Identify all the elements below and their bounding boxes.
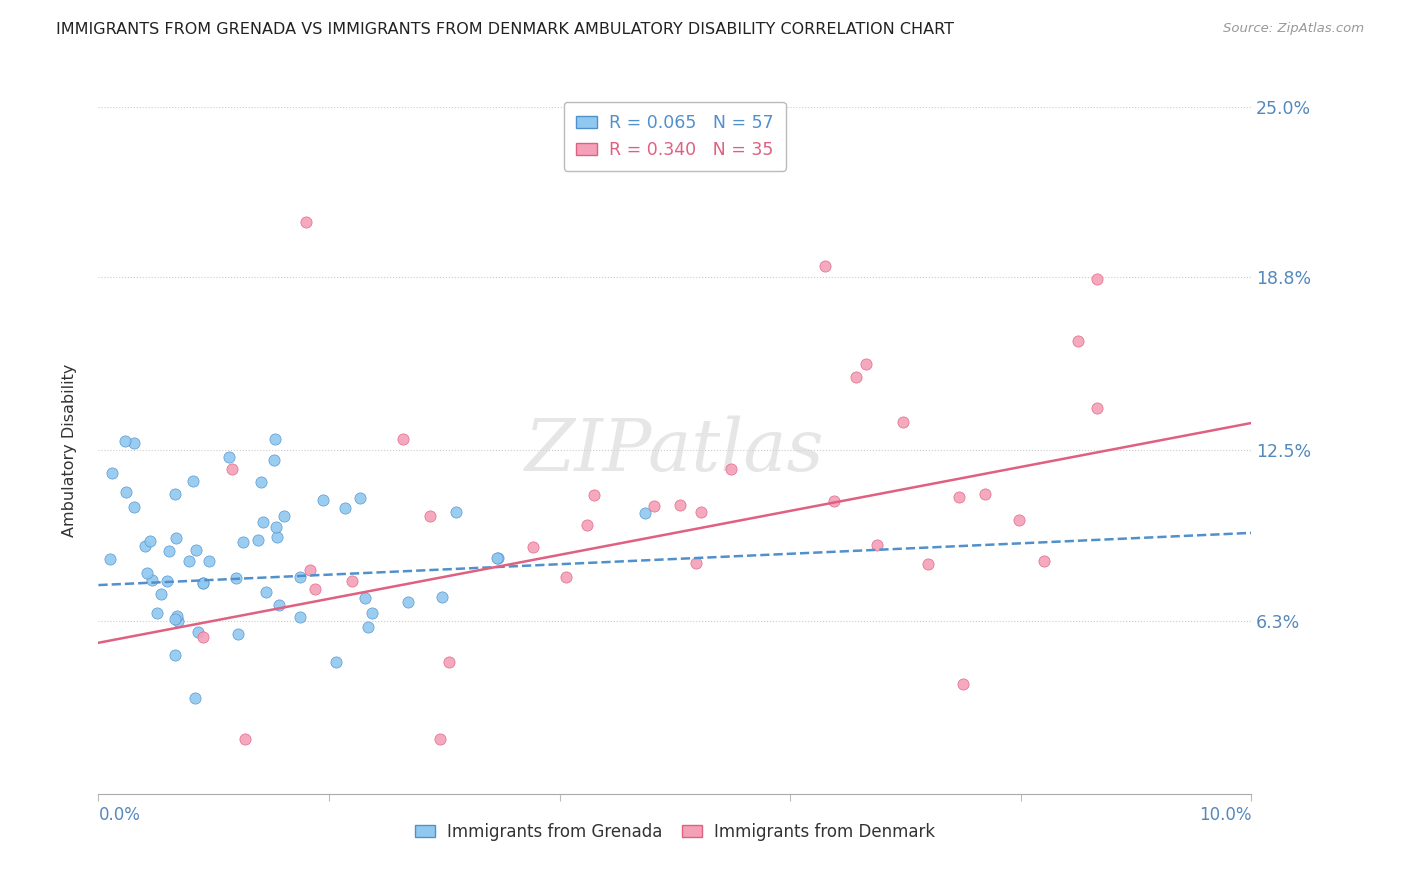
- Point: [485, 551, 508, 566]
- Point: [191, 630, 214, 644]
- Point: [179, 554, 201, 568]
- Point: [122, 436, 145, 450]
- Point: [163, 487, 186, 501]
- Point: [312, 492, 335, 507]
- Point: [396, 595, 419, 609]
- Point: [1085, 401, 1108, 416]
- Point: [357, 620, 380, 634]
- Point: [353, 591, 375, 606]
- Point: [1008, 513, 1031, 527]
- Point: [669, 498, 692, 512]
- Point: [333, 501, 356, 516]
- Point: [218, 450, 240, 464]
- Point: [1085, 271, 1108, 285]
- Point: [720, 461, 742, 475]
- Point: [295, 215, 318, 229]
- Point: [114, 434, 136, 449]
- Point: [122, 500, 145, 515]
- Text: ZIPatlas: ZIPatlas: [524, 415, 825, 486]
- Point: [98, 552, 121, 566]
- Point: [187, 625, 209, 640]
- Point: [952, 677, 974, 691]
- Legend: Immigrants from Grenada, Immigrants from Denmark: Immigrants from Grenada, Immigrants from…: [408, 816, 942, 847]
- Point: [165, 648, 187, 662]
- Point: [917, 557, 939, 571]
- Point: [814, 260, 837, 274]
- Point: [266, 530, 288, 544]
- Point: [156, 574, 179, 588]
- Point: [134, 539, 156, 553]
- Point: [430, 590, 453, 604]
- Point: [360, 606, 382, 620]
- Point: [349, 491, 371, 506]
- Point: [973, 487, 995, 501]
- Point: [1067, 334, 1090, 348]
- Point: [247, 533, 270, 548]
- Point: [225, 571, 247, 585]
- Text: Source: ZipAtlas.com: Source: ZipAtlas.com: [1223, 22, 1364, 36]
- Point: [184, 691, 207, 706]
- Point: [263, 452, 285, 467]
- Point: [866, 538, 889, 552]
- Point: [582, 488, 605, 502]
- Point: [299, 563, 322, 577]
- Point: [576, 518, 599, 533]
- Point: [823, 493, 845, 508]
- Point: [1032, 553, 1054, 567]
- Point: [166, 609, 188, 624]
- Point: [165, 612, 187, 626]
- Point: [167, 615, 190, 629]
- Point: [429, 731, 451, 746]
- Point: [235, 731, 257, 746]
- Point: [149, 587, 172, 601]
- Point: [845, 369, 868, 384]
- Point: [198, 554, 221, 568]
- Text: 0.0%: 0.0%: [98, 806, 141, 824]
- Point: [101, 466, 124, 480]
- Point: [135, 566, 157, 580]
- Y-axis label: Ambulatory Disability: Ambulatory Disability: [62, 364, 77, 537]
- Point: [685, 556, 707, 570]
- Point: [165, 531, 187, 545]
- Point: [555, 570, 578, 584]
- Point: [250, 475, 273, 489]
- Point: [855, 357, 877, 371]
- Point: [444, 505, 467, 519]
- Point: [145, 606, 167, 620]
- Point: [391, 432, 413, 446]
- Point: [419, 508, 441, 523]
- Point: [689, 505, 711, 519]
- Point: [522, 541, 544, 555]
- Point: [643, 499, 665, 513]
- Point: [193, 575, 215, 590]
- Point: [273, 509, 295, 524]
- Point: [340, 574, 363, 588]
- Point: [439, 655, 461, 669]
- Point: [325, 655, 347, 669]
- Point: [139, 533, 162, 548]
- Point: [304, 582, 326, 596]
- Point: [288, 610, 311, 624]
- Point: [290, 569, 312, 583]
- Point: [141, 573, 163, 587]
- Point: [252, 515, 274, 529]
- Text: IMMIGRANTS FROM GRENADA VS IMMIGRANTS FROM DENMARK AMBULATORY DISABILITY CORRELA: IMMIGRANTS FROM GRENADA VS IMMIGRANTS FR…: [56, 22, 955, 37]
- Point: [181, 475, 204, 489]
- Point: [221, 462, 243, 476]
- Point: [948, 491, 970, 505]
- Point: [115, 485, 138, 500]
- Point: [254, 585, 277, 599]
- Point: [267, 599, 290, 613]
- Text: 10.0%: 10.0%: [1199, 806, 1251, 824]
- Point: [157, 544, 180, 558]
- Point: [193, 575, 215, 590]
- Point: [184, 543, 207, 558]
- Point: [893, 415, 915, 429]
- Point: [486, 550, 509, 565]
- Point: [263, 432, 285, 446]
- Point: [232, 535, 254, 549]
- Point: [634, 507, 657, 521]
- Point: [264, 519, 287, 533]
- Point: [226, 626, 249, 640]
